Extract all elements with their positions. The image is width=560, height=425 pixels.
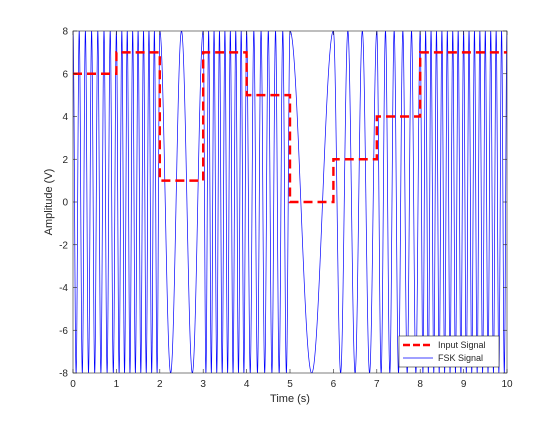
- fsk-signal-line: [73, 31, 507, 373]
- legend-box: [398, 335, 500, 368]
- x-tick-label: 9: [461, 379, 467, 390]
- x-tick-label: 8: [417, 379, 423, 390]
- x-tick-label: 7: [374, 379, 380, 390]
- x-tick-label: 2: [157, 379, 163, 390]
- y-tick-label: -4: [59, 283, 68, 294]
- x-tick-label: 4: [244, 379, 250, 390]
- y-axis-label: Amplitude (V): [43, 169, 55, 236]
- x-tick-label: 6: [331, 379, 337, 390]
- y-tick-label: -2: [59, 240, 68, 251]
- x-axis-label: Time (s): [270, 393, 310, 405]
- x-tick-label: 1: [114, 379, 120, 390]
- y-tick-label: -6: [59, 326, 68, 337]
- input-signal-line: [73, 51, 507, 204]
- y-tick-label: 4: [62, 112, 68, 123]
- y-tick-label: 8: [62, 27, 68, 38]
- legend-label-fsk-signal: FSK Signal: [438, 353, 483, 363]
- y-tick-label: 0: [62, 198, 68, 209]
- x-tick-label: 10: [501, 379, 513, 390]
- y-tick-label: -8: [59, 369, 68, 380]
- x-tick-label: 0: [70, 379, 76, 390]
- x-tick-label: 5: [287, 379, 293, 390]
- x-tick-label: 3: [200, 379, 206, 390]
- y-tick-label: 2: [62, 155, 68, 166]
- legend-label-input-signal: Input Signal: [438, 340, 486, 350]
- legend: Input Signal FSK Signal: [398, 335, 500, 368]
- y-tick-label: 6: [62, 69, 68, 80]
